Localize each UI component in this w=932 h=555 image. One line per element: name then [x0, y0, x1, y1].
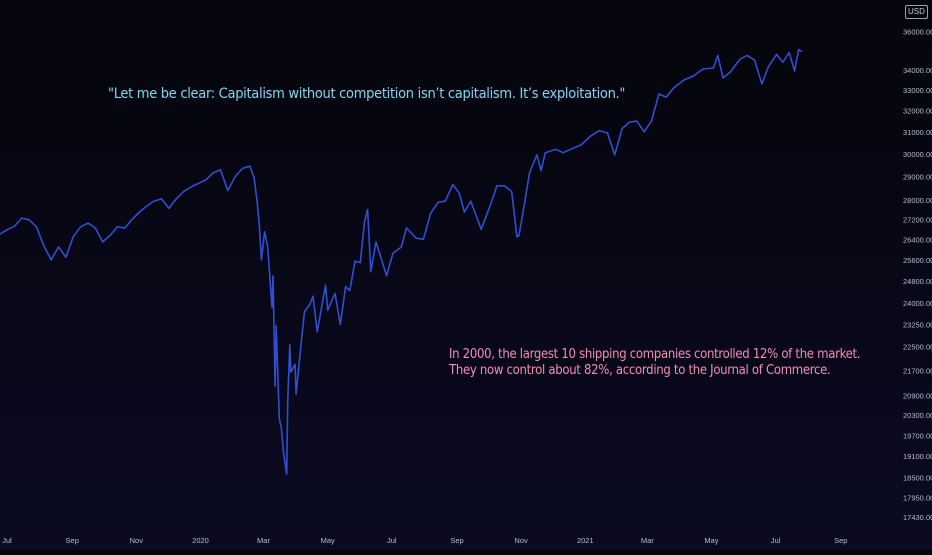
- x-tick-label: Mar: [257, 536, 270, 545]
- series-layer: [0, 48, 803, 475]
- y-axis: 36000.00 34000.00 33000.00 32000.00 31000.00…: [903, 28, 932, 523]
- y-tick-label: 32000.00: [903, 107, 932, 116]
- x-tick-label: Sep: [450, 536, 463, 545]
- y-tick-label: 26400.00: [903, 235, 932, 244]
- y-tick-label: 28000.00: [903, 196, 932, 205]
- x-tick-label: 2021: [577, 536, 594, 545]
- y-tick-label: 24000.00: [903, 299, 932, 308]
- y-tick-label: 30000.00: [903, 150, 932, 159]
- y-tick-label: 34000.00: [903, 66, 932, 75]
- y-tick-label: 27200.00: [903, 215, 932, 224]
- x-tick-label: Jul: [2, 536, 12, 545]
- y-tick-label: 22500.00: [903, 342, 932, 351]
- note-line-1: In 2000, the largest 10 shipping compani…: [449, 347, 861, 362]
- y-tick-label: 29000.00: [903, 173, 932, 182]
- y-tick-label: 24800.00: [903, 277, 932, 286]
- y-tick-label: 36000.00: [903, 28, 932, 37]
- y-tick-label: 23250.00: [903, 320, 932, 329]
- y-tick-label: 25600.00: [903, 256, 932, 265]
- x-tick-label: May: [704, 536, 718, 545]
- y-tick-label: 33000.00: [903, 86, 932, 95]
- x-tick-label: 2020: [192, 536, 209, 545]
- x-tick-label: Nov: [130, 536, 144, 545]
- y-tick-label: 19100.00: [903, 452, 932, 461]
- y-tick-label: 31000.00: [903, 128, 932, 137]
- x-tick-label: Jul: [387, 536, 397, 545]
- y-tick-label: 17950.00: [903, 494, 932, 503]
- x-tick-label: Jul: [771, 536, 781, 545]
- y-tick-label: 19700.00: [903, 431, 932, 440]
- y-tick-label: 17430.00: [903, 513, 932, 522]
- series-line-0: [0, 48, 803, 475]
- y-tick-label: 21700.00: [903, 367, 932, 376]
- quote-annotation: "Let me be clear: Capitalism without com…: [108, 86, 626, 102]
- note-annotation: In 2000, the largest 10 shipping compani…: [449, 347, 860, 379]
- y-tick-label: 20300.00: [903, 411, 932, 420]
- x-tick-label: Sep: [834, 536, 847, 545]
- y-tick-label: 18500.00: [903, 473, 932, 482]
- y-tick-label: 20900.00: [903, 392, 932, 401]
- x-tick-label: Sep: [66, 536, 79, 545]
- x-axis: Jul Sep Nov 2020 Mar May Jul Sep Nov 2021 Mar May Ju…: [2, 536, 847, 545]
- note-line-2: They now control about 82%, according to…: [449, 363, 831, 378]
- x-tick-label: Mar: [641, 536, 654, 545]
- currency-badge[interactable]: USD: [905, 5, 928, 19]
- x-tick-label: May: [321, 536, 335, 545]
- x-tick-label: Nov: [514, 536, 528, 545]
